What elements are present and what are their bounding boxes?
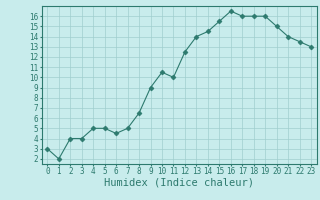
X-axis label: Humidex (Indice chaleur): Humidex (Indice chaleur): [104, 178, 254, 188]
